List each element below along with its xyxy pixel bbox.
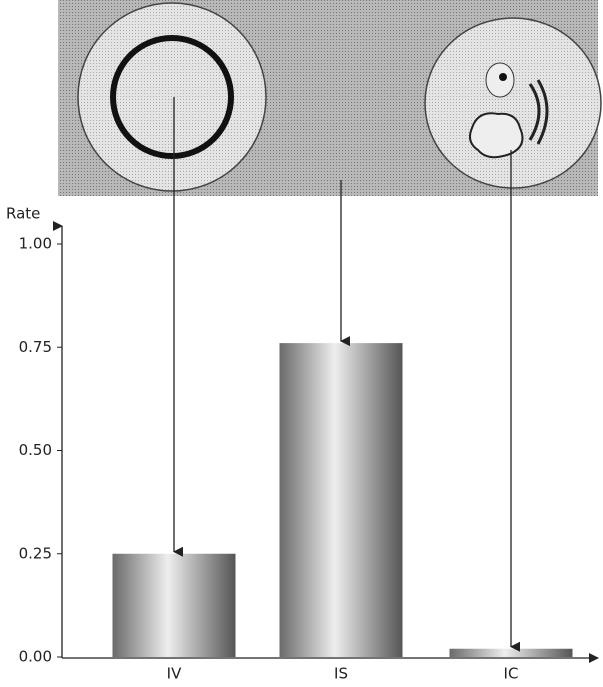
cell-right	[425, 18, 601, 188]
illustration	[58, 0, 601, 196]
y-tick-label: 0.50	[19, 441, 52, 459]
y-tick-label: 0.75	[19, 338, 52, 356]
y-tick-label: 0.00	[19, 648, 52, 666]
x-tick-label: IV	[167, 665, 182, 683]
organelle	[486, 63, 514, 97]
bar	[280, 343, 403, 657]
bar	[450, 649, 573, 657]
chart: Rate 0.00 0.25 0.50 0.75 1.00 IV IS IC	[0, 0, 603, 687]
nucleolus	[499, 73, 507, 81]
cell-ring	[113, 38, 231, 156]
y-tick-label: 0.25	[19, 544, 52, 562]
y-tick-label: 1.00	[19, 235, 52, 253]
x-tick-label: IC	[504, 665, 519, 683]
y-axis-label: Rate	[6, 205, 40, 223]
x-tick-label: IS	[334, 665, 348, 683]
mitochondrion	[470, 113, 522, 157]
bar	[113, 554, 236, 657]
